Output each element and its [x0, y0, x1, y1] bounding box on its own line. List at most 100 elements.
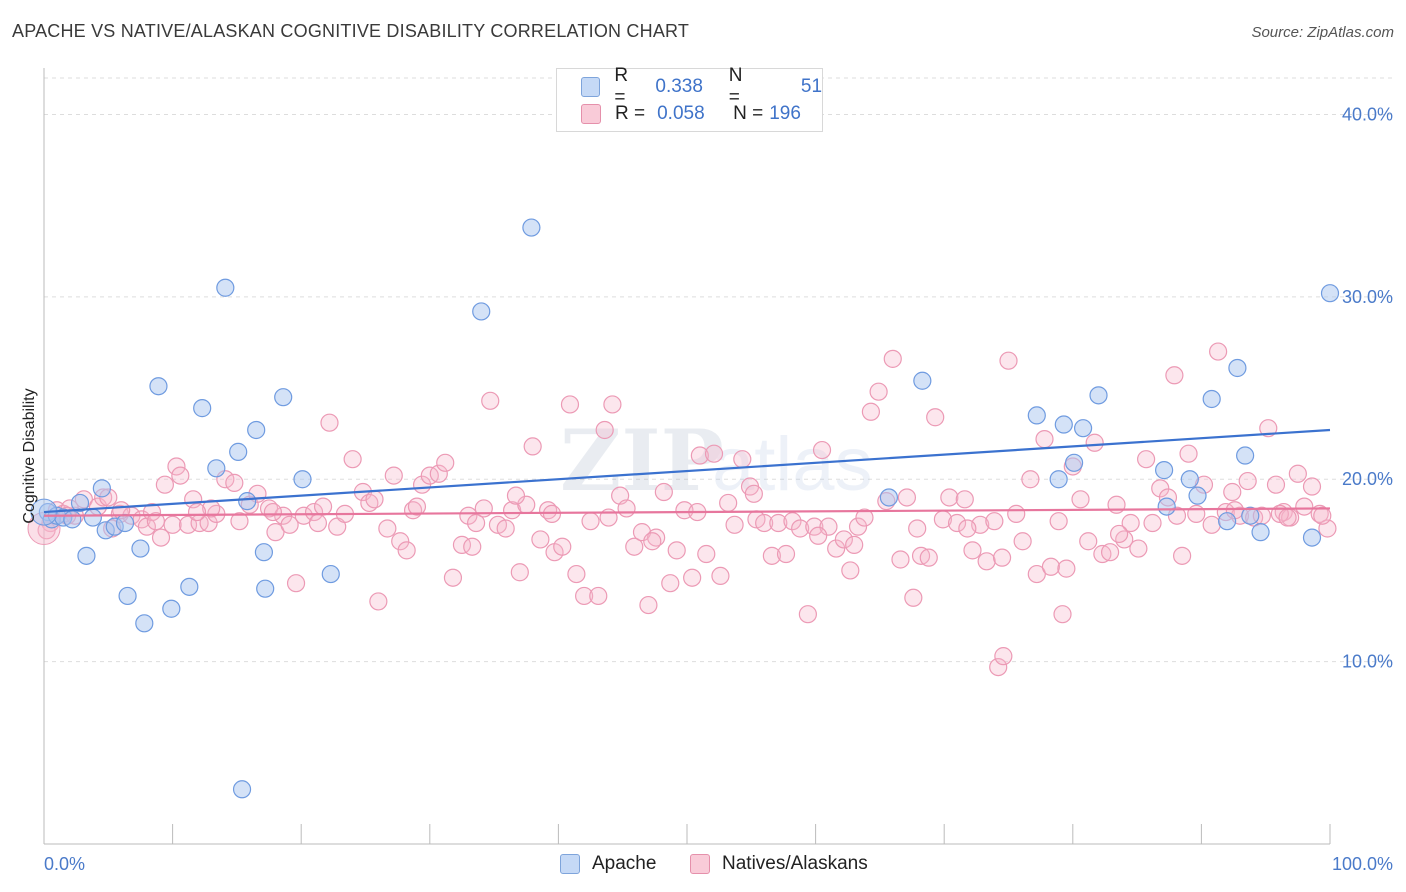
natives-point — [463, 537, 482, 556]
apache-point — [1218, 512, 1237, 531]
natives-point — [429, 464, 448, 483]
apache-legend-swatch — [560, 854, 580, 874]
natives-point — [474, 499, 493, 518]
natives-point — [617, 499, 636, 518]
natives-point — [985, 512, 1004, 531]
natives-point — [697, 544, 716, 564]
apache-point — [207, 459, 226, 478]
apache-point — [1027, 406, 1046, 425]
natives-point — [560, 395, 580, 414]
natives-point — [1143, 513, 1162, 533]
y-axis-label: Cognitive Disability — [21, 388, 38, 523]
natives-point — [848, 517, 868, 536]
apache-point — [1157, 497, 1176, 516]
apache-point — [131, 539, 150, 558]
apache-point — [1302, 528, 1322, 547]
natives-point — [1266, 475, 1286, 494]
natives-point — [1238, 471, 1257, 491]
apache-point — [232, 780, 252, 799]
natives-point — [989, 657, 1008, 677]
natives-point — [977, 552, 996, 571]
apache-swatch — [581, 77, 601, 97]
natives-point — [992, 548, 1012, 567]
natives-legend-label: Natives/Alaskans — [722, 853, 868, 874]
apache-point — [1320, 284, 1340, 303]
natives-point — [274, 506, 293, 525]
natives-point — [466, 513, 486, 533]
x-tick-label-max: 100.0% — [1332, 854, 1393, 874]
natives-point — [791, 519, 810, 538]
n-value: 51 — [800, 76, 823, 97]
natives-point — [391, 532, 410, 551]
natives-point — [603, 395, 622, 414]
apache-point — [83, 508, 102, 527]
apache-point — [162, 599, 181, 618]
apache-point — [256, 579, 275, 598]
natives-point — [639, 595, 658, 615]
natives-point — [1049, 512, 1068, 531]
y-tick-label: 40.0% — [1342, 104, 1393, 124]
natives-point — [1259, 419, 1278, 438]
apache-point — [1188, 486, 1207, 505]
natives-point — [812, 440, 832, 460]
natives-point — [589, 586, 608, 606]
natives-point — [523, 437, 542, 456]
natives-point — [940, 488, 959, 507]
natives-point — [286, 574, 306, 593]
natives-point — [994, 647, 1013, 666]
natives-point — [384, 466, 403, 485]
natives-point — [553, 537, 572, 556]
apache-point — [1064, 453, 1084, 472]
natives-point — [809, 526, 828, 545]
natives-point — [1295, 497, 1314, 516]
natives-point — [1302, 477, 1322, 496]
apache-point — [1251, 523, 1270, 542]
natives-point — [1053, 605, 1072, 624]
natives-point — [1041, 557, 1061, 576]
natives-point — [581, 512, 600, 531]
apache-point — [63, 510, 82, 529]
natives-point — [1027, 564, 1046, 584]
natives-point — [744, 484, 763, 503]
natives-point — [855, 508, 874, 527]
n-label: N = — [733, 103, 764, 124]
natives-point — [163, 515, 182, 534]
natives-legend-swatch — [690, 854, 710, 874]
natives-point — [142, 502, 162, 522]
apache-point — [274, 388, 293, 407]
natives-point — [1165, 366, 1184, 385]
natives-point — [294, 506, 313, 525]
natives-point — [1013, 532, 1032, 551]
natives-point — [313, 497, 333, 516]
apache-point — [1180, 470, 1199, 489]
natives-point — [420, 466, 439, 485]
natives-point — [481, 391, 500, 410]
r-label: R = — [614, 65, 629, 108]
natives-point — [891, 550, 910, 569]
natives-point — [861, 402, 880, 421]
natives-point — [1109, 524, 1129, 544]
apache-point — [70, 493, 90, 513]
natives-points — [27, 342, 1337, 677]
natives-point — [1035, 430, 1054, 449]
natives-point — [187, 502, 207, 522]
natives-point — [378, 519, 397, 538]
apache-point — [1202, 389, 1221, 409]
natives-point — [947, 513, 967, 533]
natives-point — [733, 450, 752, 469]
natives-point — [869, 382, 888, 401]
natives-point — [506, 486, 526, 505]
apache-point — [321, 564, 340, 584]
natives-point — [531, 530, 550, 549]
natives-point — [266, 523, 285, 542]
natives-point — [841, 561, 860, 580]
natives-point — [443, 568, 463, 587]
r-value: 0.338 — [655, 76, 703, 97]
natives-point — [897, 488, 917, 507]
natives-point — [1057, 559, 1076, 578]
natives-point — [1278, 508, 1297, 527]
natives-point — [1288, 464, 1307, 483]
natives-point — [496, 519, 515, 538]
natives-point — [827, 539, 846, 558]
